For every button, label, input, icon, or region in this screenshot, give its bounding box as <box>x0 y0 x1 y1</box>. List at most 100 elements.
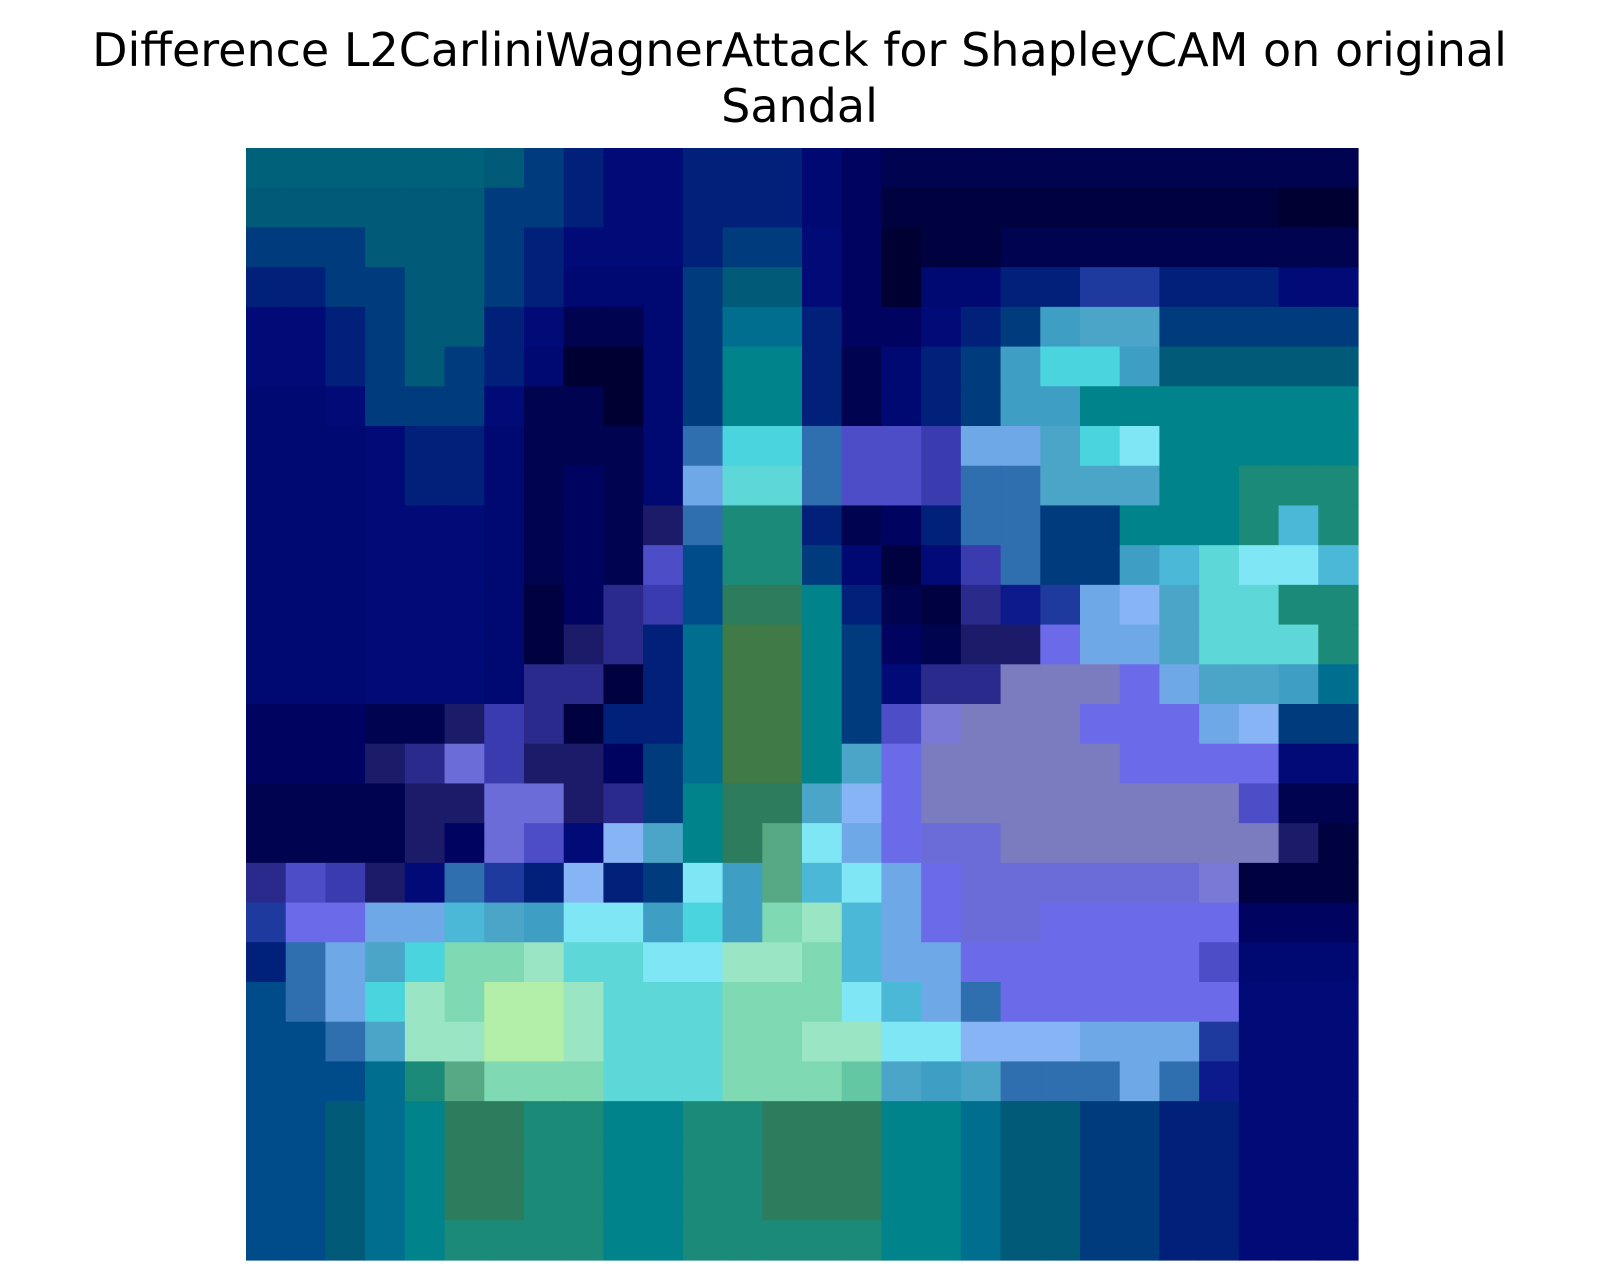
heatmap-cell <box>841 465 883 507</box>
heatmap-cell <box>1278 982 1319 1023</box>
heatmap-cell <box>1238 942 1280 983</box>
heatmap-cell <box>325 386 366 427</box>
heatmap-cell <box>1000 386 1041 427</box>
heatmap-cell <box>246 743 287 785</box>
heatmap-cell <box>1000 267 1041 308</box>
heatmap-cell <box>325 743 366 785</box>
heatmap-cell <box>404 902 446 943</box>
heatmap-cell <box>444 1101 485 1142</box>
heatmap-cell <box>762 426 803 467</box>
heatmap-cell <box>484 664 525 705</box>
heatmap-cell <box>1199 346 1240 387</box>
heatmap-cell <box>1159 624 1200 665</box>
heatmap-cell <box>603 346 644 387</box>
heatmap-cell <box>285 227 327 268</box>
heatmap-cell <box>1318 187 1359 229</box>
heatmap-cell <box>841 306 883 348</box>
heatmap-cell <box>881 823 922 864</box>
heatmap-cell <box>325 584 366 626</box>
heatmap-cell <box>960 1101 1002 1142</box>
heatmap-cell <box>881 148 922 189</box>
heatmap-cell <box>325 426 366 467</box>
heatmap-cell <box>841 704 883 745</box>
heatmap-cell <box>563 1180 605 1221</box>
heatmap-cell <box>285 743 327 785</box>
heatmap-cell <box>1278 187 1319 229</box>
heatmap-cell <box>881 1021 922 1063</box>
heatmap-cell <box>1159 664 1200 705</box>
heatmap-cell <box>960 1220 1002 1261</box>
heatmap-cell <box>1199 664 1240 705</box>
heatmap-cell <box>1318 1061 1359 1102</box>
heatmap-cell <box>1238 267 1280 308</box>
heatmap-cell <box>1199 465 1240 507</box>
heatmap-cell <box>325 306 366 348</box>
heatmap-cell <box>325 862 366 904</box>
heatmap-cell <box>325 1220 366 1261</box>
heatmap-cell <box>1040 1180 1081 1221</box>
heatmap-cell <box>841 505 883 546</box>
heatmap-cell <box>682 1220 724 1261</box>
heatmap-cell <box>285 624 327 665</box>
heatmap-cell <box>841 545 883 586</box>
heatmap-cell <box>762 148 803 189</box>
heatmap-cell <box>1119 1021 1161 1063</box>
heatmap-cell <box>365 1021 406 1063</box>
heatmap-cell <box>1199 148 1240 189</box>
heatmap-cell <box>524 743 565 785</box>
heatmap-cell <box>1159 187 1200 229</box>
heatmap-cell <box>722 426 763 467</box>
heatmap-cell <box>1040 624 1081 665</box>
heatmap-cell <box>841 1101 883 1142</box>
heatmap-cell <box>246 545 287 586</box>
heatmap-cell <box>762 783 803 824</box>
heatmap-cell <box>1000 942 1041 983</box>
heatmap-cell <box>603 783 644 824</box>
heatmap-cell <box>325 346 366 387</box>
heatmap-cell <box>563 1061 605 1102</box>
heatmap-cell <box>1238 743 1280 785</box>
heatmap-cell <box>1000 227 1041 268</box>
heatmap-cell <box>603 267 644 308</box>
heatmap-cell <box>722 1180 763 1221</box>
heatmap-cell <box>1159 465 1200 507</box>
heatmap-cell <box>325 545 366 586</box>
heatmap-cell <box>1040 346 1081 387</box>
heatmap-cell <box>1119 823 1161 864</box>
heatmap-cell <box>404 664 446 705</box>
heatmap-cell <box>325 902 366 943</box>
heatmap-cell <box>484 187 525 229</box>
heatmap-cell <box>524 505 565 546</box>
heatmap-cell <box>762 664 803 705</box>
heatmap-cell <box>246 783 287 824</box>
heatmap-cell <box>722 783 763 824</box>
heatmap-cell <box>921 1021 962 1063</box>
heatmap-cell <box>1080 942 1121 983</box>
heatmap-cell <box>841 664 883 705</box>
heatmap-cell <box>643 942 684 983</box>
heatmap-cell <box>1199 1220 1240 1261</box>
heatmap-cell <box>484 584 525 626</box>
heatmap-cell <box>921 187 962 229</box>
heatmap-cell <box>1000 982 1041 1023</box>
heatmap-cell <box>246 823 287 864</box>
heatmap-cell <box>404 1021 446 1063</box>
heatmap-cell <box>444 1180 485 1221</box>
heatmap-cell <box>682 386 724 427</box>
heatmap-cell <box>285 187 327 229</box>
heatmap-cell <box>365 1101 406 1142</box>
heatmap-cell <box>802 664 843 705</box>
heatmap-cell <box>881 1140 922 1182</box>
heatmap-cell <box>881 624 922 665</box>
heatmap-cell <box>1159 942 1200 983</box>
heatmap-cell <box>484 862 525 904</box>
heatmap-cell <box>325 1180 366 1221</box>
heatmap-cell <box>1080 1140 1121 1182</box>
heatmap-cell <box>1318 704 1359 745</box>
heatmap-cell <box>325 227 366 268</box>
heatmap-cell <box>881 982 922 1023</box>
heatmap-cell <box>921 1220 962 1261</box>
heatmap-cell <box>1278 386 1319 427</box>
heatmap-cell <box>1159 148 1200 189</box>
heatmap-cell <box>285 1101 327 1142</box>
